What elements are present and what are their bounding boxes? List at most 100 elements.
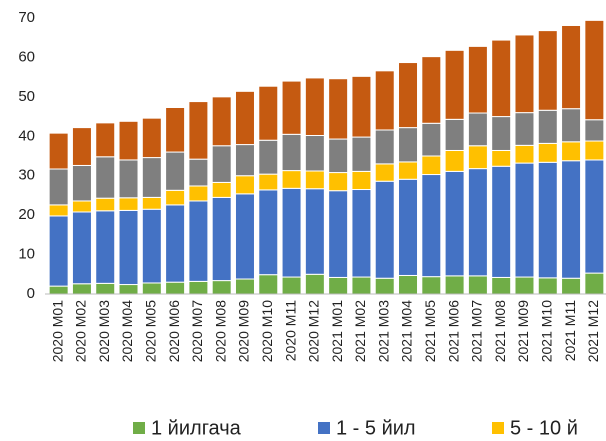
bar-segment (48, 204, 69, 217)
bar-segment (188, 158, 209, 187)
x-tick-label: 2021 M09 (515, 300, 531, 362)
legend-label: 5 - 10 й (510, 417, 578, 439)
bar-segment (118, 120, 139, 161)
bar-segment (71, 164, 92, 202)
bar-segment (351, 170, 372, 191)
bar-segment (328, 78, 349, 140)
bar-segment (118, 159, 139, 199)
bar-segment (467, 112, 488, 147)
x-tick-label: 2020 M12 (306, 300, 322, 362)
bar-segment (514, 34, 535, 114)
bar-segment (351, 136, 372, 172)
bar-segment (374, 163, 395, 182)
bar-segment (584, 272, 605, 295)
bar-segment (398, 62, 419, 129)
legend-swatch (492, 422, 504, 434)
bar-segment (258, 274, 279, 295)
x-tick-label: 2021 M04 (399, 300, 415, 362)
bar-segment (491, 116, 512, 151)
bar-segment (211, 181, 232, 198)
bar-segment (537, 161, 558, 279)
bar-segment (421, 174, 442, 278)
legend-label: 1 - 5 йил (336, 417, 416, 439)
bar-segment (258, 173, 279, 191)
bar-segment (141, 282, 162, 295)
y-tick-label: 10 (18, 246, 35, 263)
bar-segment (304, 134, 325, 172)
x-tick-label: 2020 M02 (73, 300, 89, 362)
x-tick-label: 2020 M10 (259, 300, 275, 362)
bar-segment (374, 277, 395, 295)
bar-segment (374, 180, 395, 279)
bar-segment (514, 276, 535, 295)
bar-segment (188, 101, 209, 160)
bar-segment (421, 276, 442, 295)
bar-segment (561, 277, 582, 295)
bar-segment (444, 170, 465, 277)
bar-segment (467, 275, 488, 295)
bar-segment (48, 168, 69, 206)
bar-segment (584, 140, 605, 161)
bar-segment (304, 170, 325, 190)
bar-segment (141, 208, 162, 284)
bar-segment (95, 282, 116, 295)
x-tick-label: 2021 M03 (375, 300, 391, 362)
x-tick-label: 2020 M04 (119, 300, 135, 362)
bar-segment (398, 178, 419, 276)
bar-segment (165, 107, 186, 153)
y-tick-label: 50 (18, 88, 35, 105)
bar-segment (188, 185, 209, 202)
bar-segment (421, 155, 442, 176)
bar-segment (188, 280, 209, 295)
bar-segment (258, 85, 279, 141)
y-tick-label: 20 (18, 206, 35, 223)
bar-segment (444, 118, 465, 151)
x-tick-label: 2021 M10 (538, 300, 554, 362)
bar-segment (421, 56, 442, 124)
bar-segment (71, 283, 92, 295)
bar-segment (444, 49, 465, 120)
bar-segment (561, 24, 582, 110)
bar-segment (234, 90, 255, 146)
bar-segment (234, 175, 255, 195)
bar-segment (491, 39, 512, 118)
x-tick-label: 2020 M07 (189, 300, 205, 362)
bar-segment (514, 144, 535, 164)
x-tick-label: 2021 M02 (352, 300, 368, 362)
y-tick-label: 70 (18, 9, 35, 26)
bar-segment (211, 280, 232, 295)
x-tick-label: 2021 M08 (492, 300, 508, 362)
bar-segment (328, 190, 349, 278)
bar-segment (328, 276, 349, 295)
x-tick-label: 2020 M08 (212, 300, 228, 362)
bar-segment (374, 129, 395, 165)
bar-segment (141, 117, 162, 159)
bar-segment (71, 211, 92, 285)
bar-segment (561, 160, 582, 279)
bar-segment (514, 162, 535, 278)
y-tick-label: 40 (18, 127, 35, 144)
bar-segment (258, 189, 279, 276)
y-tick-label: 60 (18, 48, 35, 65)
x-tick-label: 2021 M05 (422, 300, 438, 362)
bar-segment (95, 156, 116, 199)
bar-segment (304, 188, 325, 275)
bar-segment (491, 276, 512, 295)
bar-segment (444, 149, 465, 172)
x-tick-label: 2021 M12 (585, 300, 601, 362)
x-tick-label: 2021 M06 (445, 300, 461, 362)
bar-segment (537, 142, 558, 163)
bar-segment (165, 204, 186, 283)
bar-segment (467, 45, 488, 114)
bar-segment (281, 133, 302, 172)
x-tick-label: 2020 M11 (282, 300, 298, 361)
bar-segment (258, 139, 279, 175)
bar-segment (584, 159, 605, 274)
x-tick-label: 2021 M11 (562, 300, 578, 361)
bar-segment (141, 196, 162, 210)
bar-segment (95, 210, 116, 284)
bar-segment (328, 172, 349, 192)
bar-segment (211, 196, 232, 282)
bar-segment (95, 197, 116, 212)
